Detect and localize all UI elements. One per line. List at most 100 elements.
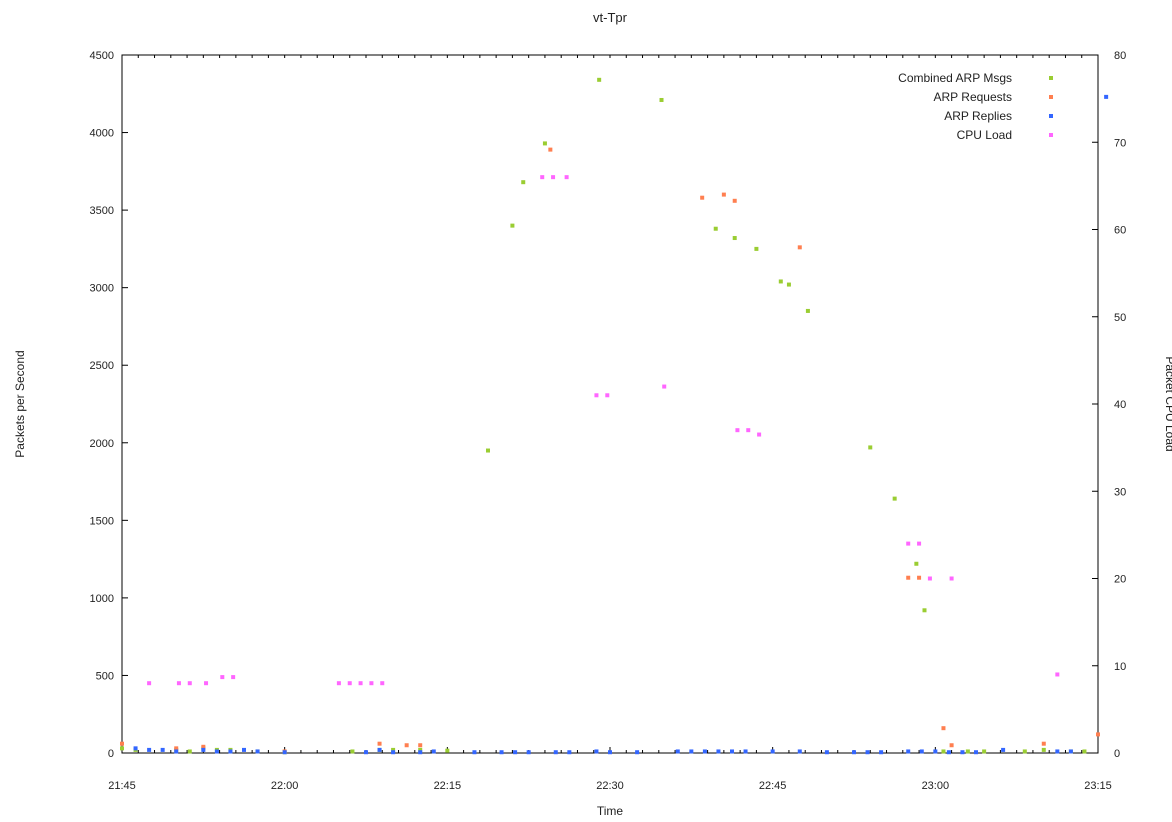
data-point xyxy=(927,576,932,581)
legend: Combined ARP Msgs ARP Requests ARP Replies… xyxy=(898,71,1053,142)
data-point xyxy=(147,747,152,752)
y-right-tick-label: 70 xyxy=(1114,137,1126,149)
data-point xyxy=(242,747,246,752)
y-left-tick-label: 4000 xyxy=(90,128,114,140)
y-right-tick-label: 40 xyxy=(1114,399,1126,411)
y-left-tick-label: 4500 xyxy=(90,50,114,62)
data-point xyxy=(418,743,423,748)
data-point xyxy=(770,749,775,754)
data-point xyxy=(1041,747,1046,752)
data-point xyxy=(922,608,927,613)
data-point xyxy=(949,576,954,581)
data-point xyxy=(553,750,558,755)
data-point xyxy=(865,750,870,755)
data-point xyxy=(377,747,382,752)
data-point xyxy=(120,746,124,751)
data-point xyxy=(160,747,165,752)
data-point xyxy=(228,749,233,754)
y-left-tick-label: 1500 xyxy=(90,515,114,527)
y-right-tick-label: 80 xyxy=(1114,50,1126,62)
y-left-axis-title: Packets per Second xyxy=(13,350,27,457)
data-point xyxy=(350,749,355,754)
data-point xyxy=(946,750,951,755)
data-point xyxy=(732,236,737,241)
data-point xyxy=(757,432,762,437)
data-point xyxy=(786,282,791,287)
data-point xyxy=(746,428,751,433)
data-point xyxy=(369,681,374,686)
data-point xyxy=(730,749,734,754)
data-point xyxy=(917,575,922,580)
data-point xyxy=(336,681,341,686)
data-point xyxy=(358,681,363,686)
x-tick-label: 21:45 xyxy=(108,780,136,792)
data-point xyxy=(778,279,783,284)
data-point xyxy=(201,744,206,749)
data-point xyxy=(1055,749,1060,754)
data-point xyxy=(201,747,206,752)
data-point xyxy=(214,749,219,754)
data-point xyxy=(635,750,640,755)
y-right-tick-label: 50 xyxy=(1114,312,1126,324)
data-point xyxy=(797,749,802,754)
y-right-tick-label: 0 xyxy=(1114,748,1120,760)
data-point xyxy=(551,175,556,180)
data-point xyxy=(526,750,531,755)
data-point xyxy=(965,749,970,754)
data-point xyxy=(204,681,209,686)
x-tick-label: 22:15 xyxy=(434,780,462,792)
data-point xyxy=(187,681,192,686)
data-point xyxy=(608,750,612,755)
data-point xyxy=(868,445,873,450)
plot-frame xyxy=(121,54,1099,754)
data-point xyxy=(754,246,759,251)
legend-label: ARP Replies xyxy=(944,109,1012,123)
data-point xyxy=(716,749,721,754)
data-point xyxy=(906,541,911,546)
legend-label: CPU Load xyxy=(957,128,1012,142)
data-point xyxy=(594,749,599,754)
data-point xyxy=(960,750,965,755)
data-point xyxy=(391,750,396,755)
data-point xyxy=(220,675,225,680)
data-point xyxy=(499,750,504,755)
y-left-tick-label: 2000 xyxy=(90,438,114,450)
data-point xyxy=(879,750,884,755)
data-point xyxy=(906,575,911,580)
data-point xyxy=(133,746,138,751)
y-left-tick-label: 0 xyxy=(108,748,114,760)
data-point xyxy=(892,496,897,501)
data-point xyxy=(1068,749,1073,754)
y-right-axis: 0 10 20 30 40 50 60 70 80 xyxy=(1092,50,1126,760)
legend-marker xyxy=(1049,95,1053,99)
data-point xyxy=(521,180,526,185)
data-point xyxy=(347,681,352,686)
data-point xyxy=(486,448,490,453)
series-arp-requests xyxy=(120,147,1100,754)
data-point xyxy=(1096,732,1100,737)
data-point xyxy=(594,393,599,398)
data-point xyxy=(174,749,179,754)
chart-title: vt-Tpr xyxy=(593,10,628,25)
data-point xyxy=(548,147,553,152)
x-axis: 21:45 22:00 22:15 22:30 22:45 23:00 23:15 xyxy=(108,55,1112,792)
data-point xyxy=(404,743,409,748)
x-tick-label: 22:00 xyxy=(271,780,299,792)
legend-marker xyxy=(1049,133,1053,137)
x-tick-label: 22:30 xyxy=(596,780,624,792)
data-point xyxy=(1104,94,1109,99)
y-left-tick-label: 3500 xyxy=(90,205,114,217)
series-cpu-load xyxy=(147,175,1060,686)
y-right-axis-title: Packet CPU Load xyxy=(1163,356,1172,451)
data-point xyxy=(1001,747,1006,752)
data-point xyxy=(941,749,946,754)
data-point xyxy=(564,175,569,180)
series-layer xyxy=(120,77,1109,755)
data-point xyxy=(675,749,680,754)
y-left-tick-label: 2500 xyxy=(90,360,114,372)
legend-label: Combined ARP Msgs xyxy=(898,71,1012,85)
data-point xyxy=(231,675,236,680)
series-arp-replies xyxy=(133,94,1109,755)
data-point xyxy=(1055,672,1060,677)
